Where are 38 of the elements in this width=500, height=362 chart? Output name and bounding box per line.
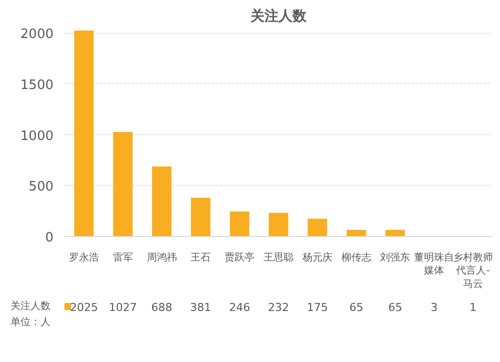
x-tick-label: 王思聪 [264,252,294,264]
x-tick-label: 罗永浩 [68,252,99,264]
data-label: 232 [268,301,289,314]
y-tick-label: 0 [45,230,54,246]
bar [113,132,133,236]
data-label: 175 [306,301,328,314]
data-label: 65 [388,301,402,314]
bar [152,166,172,236]
x-tick-label: 董明珠自媒体 [414,252,454,277]
bar [346,230,366,236]
bar [308,218,328,236]
x-tick-label: 杨元庆 [301,252,332,264]
y-tick-label: 1500 [20,78,54,93]
data-label: 3 [430,301,438,314]
bar [190,198,210,236]
y-tick-label: 1000 [20,128,54,144]
data-label: 65 [349,301,364,314]
x-tick-label: 贾跃亭 [224,252,255,264]
x-tick-label: 王石 [190,252,211,264]
bar [268,212,288,236]
bar [230,211,250,236]
chart-title: 关注人数 [250,8,308,24]
x-tick-label: 柳传志 [341,252,372,264]
data-label: 1027 [108,301,137,314]
bar [386,230,405,236]
data-label: 1 [470,301,477,314]
y-tick-label: 2000 [20,27,54,42]
text: 单位：人 [10,316,50,328]
data-label: 688 [151,301,172,314]
x-tick-label: 雷军 [112,252,133,264]
legend-label: 关注人数 [10,300,50,312]
bar [74,30,94,236]
x-tick-label: 周鸿祎 [146,252,177,264]
y-tick-label: 500 [28,180,54,195]
x-tick-label: 刘强东 [380,252,410,264]
data-label: 381 [190,301,212,314]
data-label: 246 [229,301,250,314]
x-tick-label: 乡村教师代言人-马云 [453,252,494,290]
